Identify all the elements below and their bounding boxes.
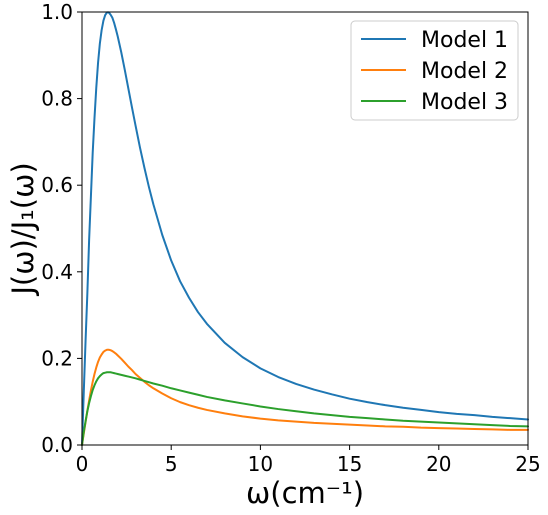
y-tick-label: 0.2 bbox=[41, 346, 73, 370]
legend-label-2: Model 2 bbox=[421, 59, 508, 84]
y-tick-label: 0.6 bbox=[41, 173, 73, 197]
y-axis-ticks: 0.0 0.2 0.4 0.6 0.8 1.0 bbox=[41, 0, 82, 457]
y-tick-label: 0.0 bbox=[41, 433, 73, 457]
x-tick-label: 20 bbox=[426, 452, 451, 476]
x-axis-label: ω(cm⁻¹) bbox=[246, 476, 364, 510]
series-line-3 bbox=[81, 371, 529, 446]
y-axis-label: J(ω)/J₁(ω) bbox=[6, 162, 40, 296]
legend-label-3: Model 3 bbox=[421, 90, 508, 115]
x-tick-label: 5 bbox=[165, 452, 178, 476]
x-tick-label: 15 bbox=[337, 452, 362, 476]
legend: Model 1 Model 2 Model 3 bbox=[350, 20, 519, 121]
x-tick-label: 0 bbox=[76, 452, 89, 476]
y-tick-label: 1.0 bbox=[41, 0, 73, 24]
plot-frame bbox=[81, 11, 529, 446]
y-tick-label: 0.8 bbox=[41, 87, 73, 111]
x-tick-label: 25 bbox=[515, 452, 540, 476]
series-line-1 bbox=[81, 11, 529, 446]
x-tick-label: 10 bbox=[248, 452, 273, 476]
legend-box bbox=[350, 20, 519, 121]
x-axis-ticks: 0 5 10 15 20 25 bbox=[76, 445, 541, 476]
legend-label-1: Model 1 bbox=[421, 28, 508, 53]
series-layer bbox=[81, 11, 529, 446]
y-tick-label: 0.4 bbox=[41, 260, 73, 284]
